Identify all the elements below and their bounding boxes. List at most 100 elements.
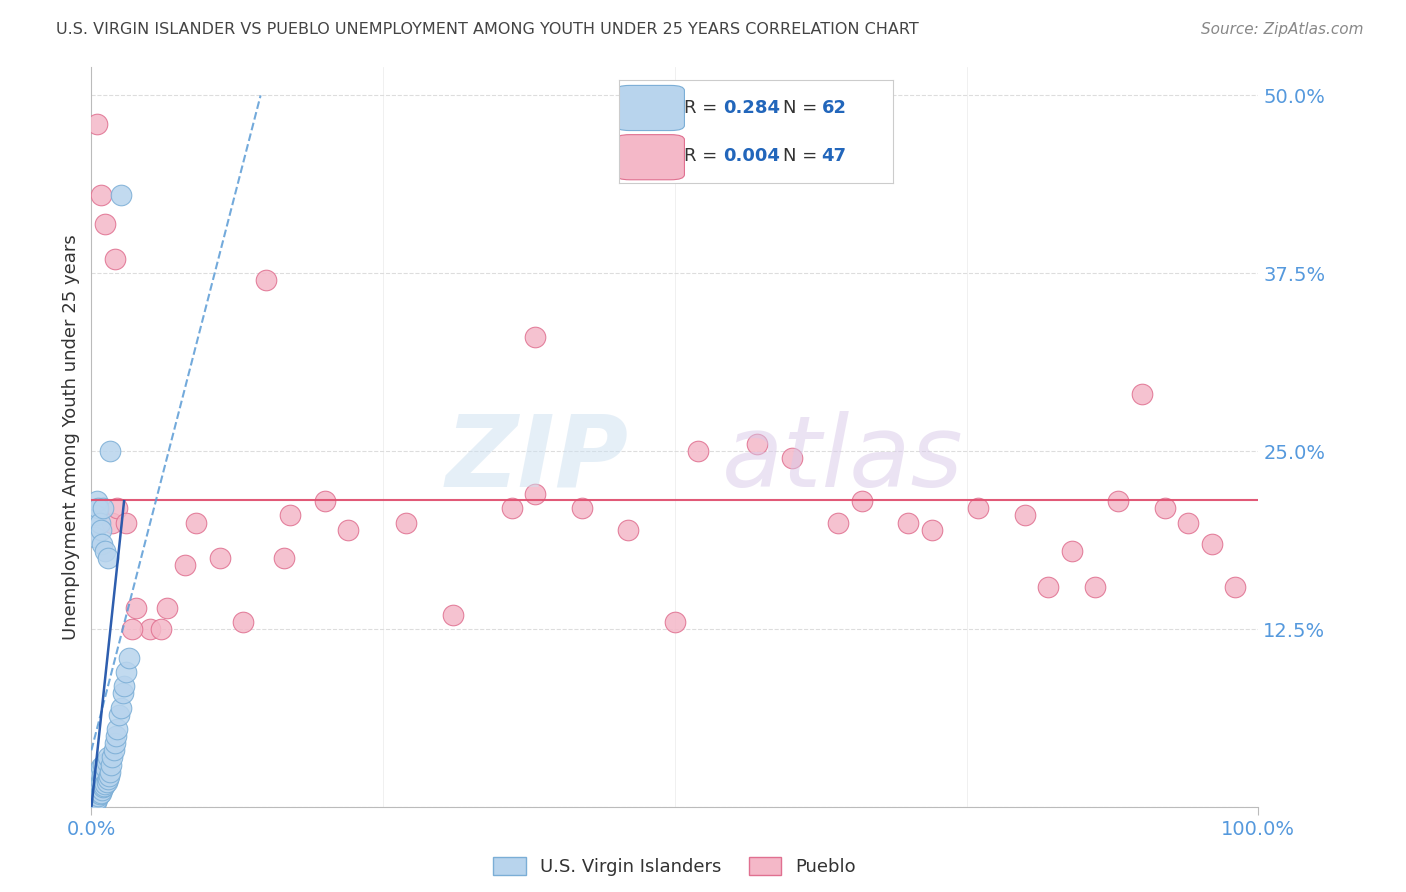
- Point: [90, 760, 112, 774]
- Point: [664, 615, 686, 630]
- Text: ZIP: ZIP: [446, 411, 628, 508]
- Point: [86, 786, 108, 800]
- Point: [897, 516, 920, 530]
- Point: [441, 608, 464, 623]
- Point: [256, 273, 278, 287]
- Point: [93, 764, 115, 779]
- Point: [83, 530, 105, 544]
- Point: [1014, 508, 1036, 523]
- Text: N =: N =: [783, 99, 823, 117]
- Point: [93, 779, 115, 793]
- Point: [395, 516, 418, 530]
- Text: 62: 62: [821, 99, 846, 117]
- Point: [98, 764, 121, 779]
- Text: 47: 47: [821, 147, 846, 165]
- Point: [110, 700, 132, 714]
- Point: [186, 516, 208, 530]
- Point: [89, 777, 111, 791]
- Point: [87, 501, 110, 516]
- Point: [780, 451, 803, 466]
- Point: [90, 783, 112, 797]
- Text: 0.284: 0.284: [723, 99, 780, 117]
- Point: [83, 793, 105, 807]
- Point: [232, 615, 254, 630]
- Point: [1060, 544, 1083, 558]
- Point: [103, 743, 125, 757]
- Text: Source: ZipAtlas.com: Source: ZipAtlas.com: [1201, 22, 1364, 37]
- Point: [91, 780, 114, 795]
- Point: [314, 494, 336, 508]
- Point: [851, 494, 873, 508]
- Text: U.S. VIRGIN ISLANDER VS PUEBLO UNEMPLOYMENT AMONG YOUTH UNDER 25 YEARS CORRELATI: U.S. VIRGIN ISLANDER VS PUEBLO UNEMPLOYM…: [56, 22, 920, 37]
- FancyBboxPatch shape: [616, 86, 685, 130]
- Point: [105, 501, 128, 516]
- Point: [83, 783, 105, 797]
- Point: [91, 501, 114, 516]
- Point: [1177, 516, 1199, 530]
- Point: [94, 760, 117, 774]
- Point: [98, 444, 121, 458]
- Point: [86, 764, 108, 779]
- Point: [86, 117, 108, 131]
- Point: [91, 757, 114, 772]
- Point: [83, 790, 105, 805]
- Point: [138, 622, 162, 636]
- Text: R =: R =: [685, 99, 724, 117]
- Legend: U.S. Virgin Islanders, Pueblo: U.S. Virgin Islanders, Pueblo: [486, 849, 863, 883]
- Point: [100, 757, 122, 772]
- Point: [89, 516, 111, 530]
- Point: [97, 750, 120, 764]
- Point: [83, 796, 105, 810]
- Text: atlas: atlas: [721, 411, 963, 508]
- Point: [173, 558, 195, 573]
- Point: [84, 795, 107, 809]
- FancyBboxPatch shape: [616, 135, 685, 180]
- Point: [111, 686, 134, 700]
- Point: [90, 537, 112, 551]
- Point: [150, 622, 173, 636]
- Point: [501, 501, 523, 516]
- Point: [1154, 501, 1177, 516]
- Point: [108, 707, 131, 722]
- Point: [90, 774, 112, 789]
- Point: [617, 523, 640, 537]
- Point: [1130, 387, 1153, 401]
- Point: [97, 772, 120, 786]
- Point: [273, 551, 295, 566]
- Point: [115, 516, 138, 530]
- Point: [745, 437, 768, 451]
- Point: [112, 679, 135, 693]
- Point: [94, 544, 117, 558]
- Point: [96, 755, 118, 769]
- Point: [125, 601, 148, 615]
- Point: [94, 217, 117, 231]
- Point: [101, 750, 124, 764]
- Point: [84, 789, 107, 803]
- Point: [84, 508, 107, 523]
- Point: [84, 779, 107, 793]
- Point: [86, 777, 108, 791]
- Y-axis label: Unemployment Among Youth under 25 years: Unemployment Among Youth under 25 years: [62, 235, 80, 640]
- Point: [523, 330, 546, 344]
- Point: [827, 516, 849, 530]
- Point: [83, 774, 105, 789]
- Point: [87, 789, 110, 803]
- Point: [921, 523, 943, 537]
- Point: [86, 494, 108, 508]
- Point: [121, 622, 143, 636]
- Point: [110, 188, 132, 202]
- Point: [118, 650, 141, 665]
- Point: [115, 665, 138, 679]
- Point: [967, 501, 990, 516]
- Text: 0.004: 0.004: [723, 147, 780, 165]
- Point: [96, 774, 118, 789]
- Point: [84, 769, 107, 783]
- Point: [90, 786, 112, 800]
- Point: [104, 252, 127, 266]
- Point: [571, 501, 593, 516]
- Point: [104, 729, 127, 743]
- Point: [86, 791, 108, 805]
- Point: [90, 769, 112, 783]
- Point: [97, 551, 120, 566]
- Point: [1223, 580, 1246, 594]
